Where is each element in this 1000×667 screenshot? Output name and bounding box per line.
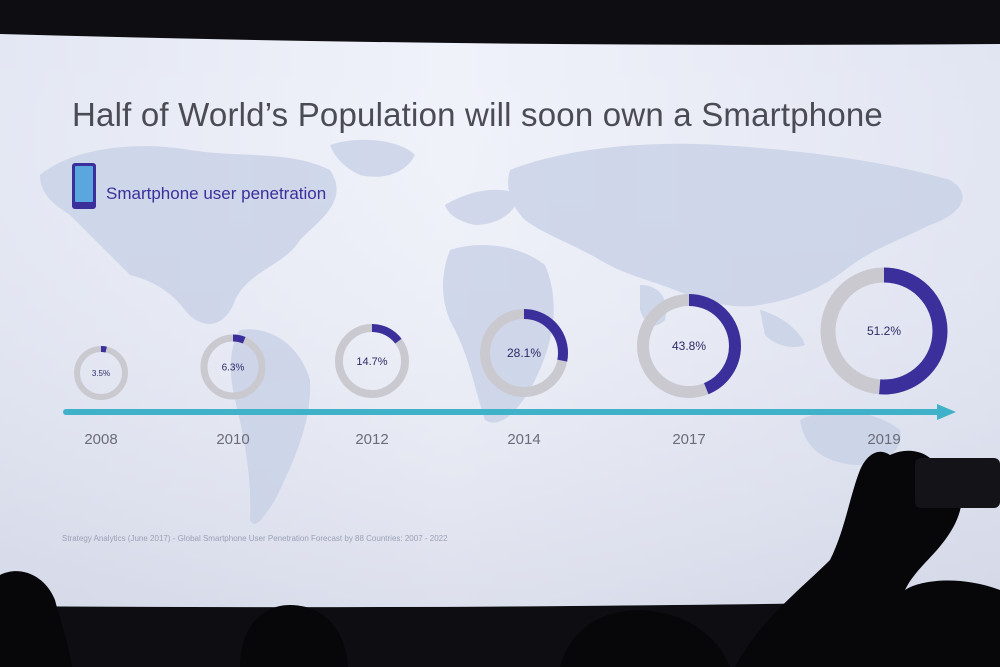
donut-segment	[200, 334, 266, 400]
donut-segment	[637, 294, 741, 398]
donut-segment	[820, 267, 948, 395]
data-label: 28.1%	[507, 346, 541, 360]
data-label: 3.5%	[92, 369, 110, 378]
data-label: 51.2%	[867, 324, 901, 338]
year-tick-label: 2017	[672, 431, 705, 448]
year-tick-label: 2014	[507, 431, 540, 448]
donut-segment	[74, 346, 128, 400]
smartphone-icon	[72, 163, 96, 209]
legend: Smartphone user penetration	[72, 162, 326, 210]
slide-title: Half of World’s Population will soon own…	[72, 96, 883, 133]
year-tick-label: 2008	[84, 431, 117, 448]
legend-label: Smartphone user penetration	[106, 184, 327, 203]
data-label: 14.7%	[356, 356, 387, 368]
year-tick-label: 2012	[355, 431, 388, 448]
year-tick-label: 2010	[216, 431, 249, 448]
donut-segment	[335, 324, 409, 398]
data-label: 43.8%	[672, 339, 706, 353]
donut-segment	[480, 309, 568, 397]
source-footnote: Strategy Analytics (June 2017) - Global …	[62, 534, 448, 543]
timeline-arrowhead	[937, 404, 956, 420]
data-label: 6.3%	[222, 363, 245, 374]
world-map	[40, 139, 963, 524]
year-tick-label: 2019	[867, 431, 900, 448]
